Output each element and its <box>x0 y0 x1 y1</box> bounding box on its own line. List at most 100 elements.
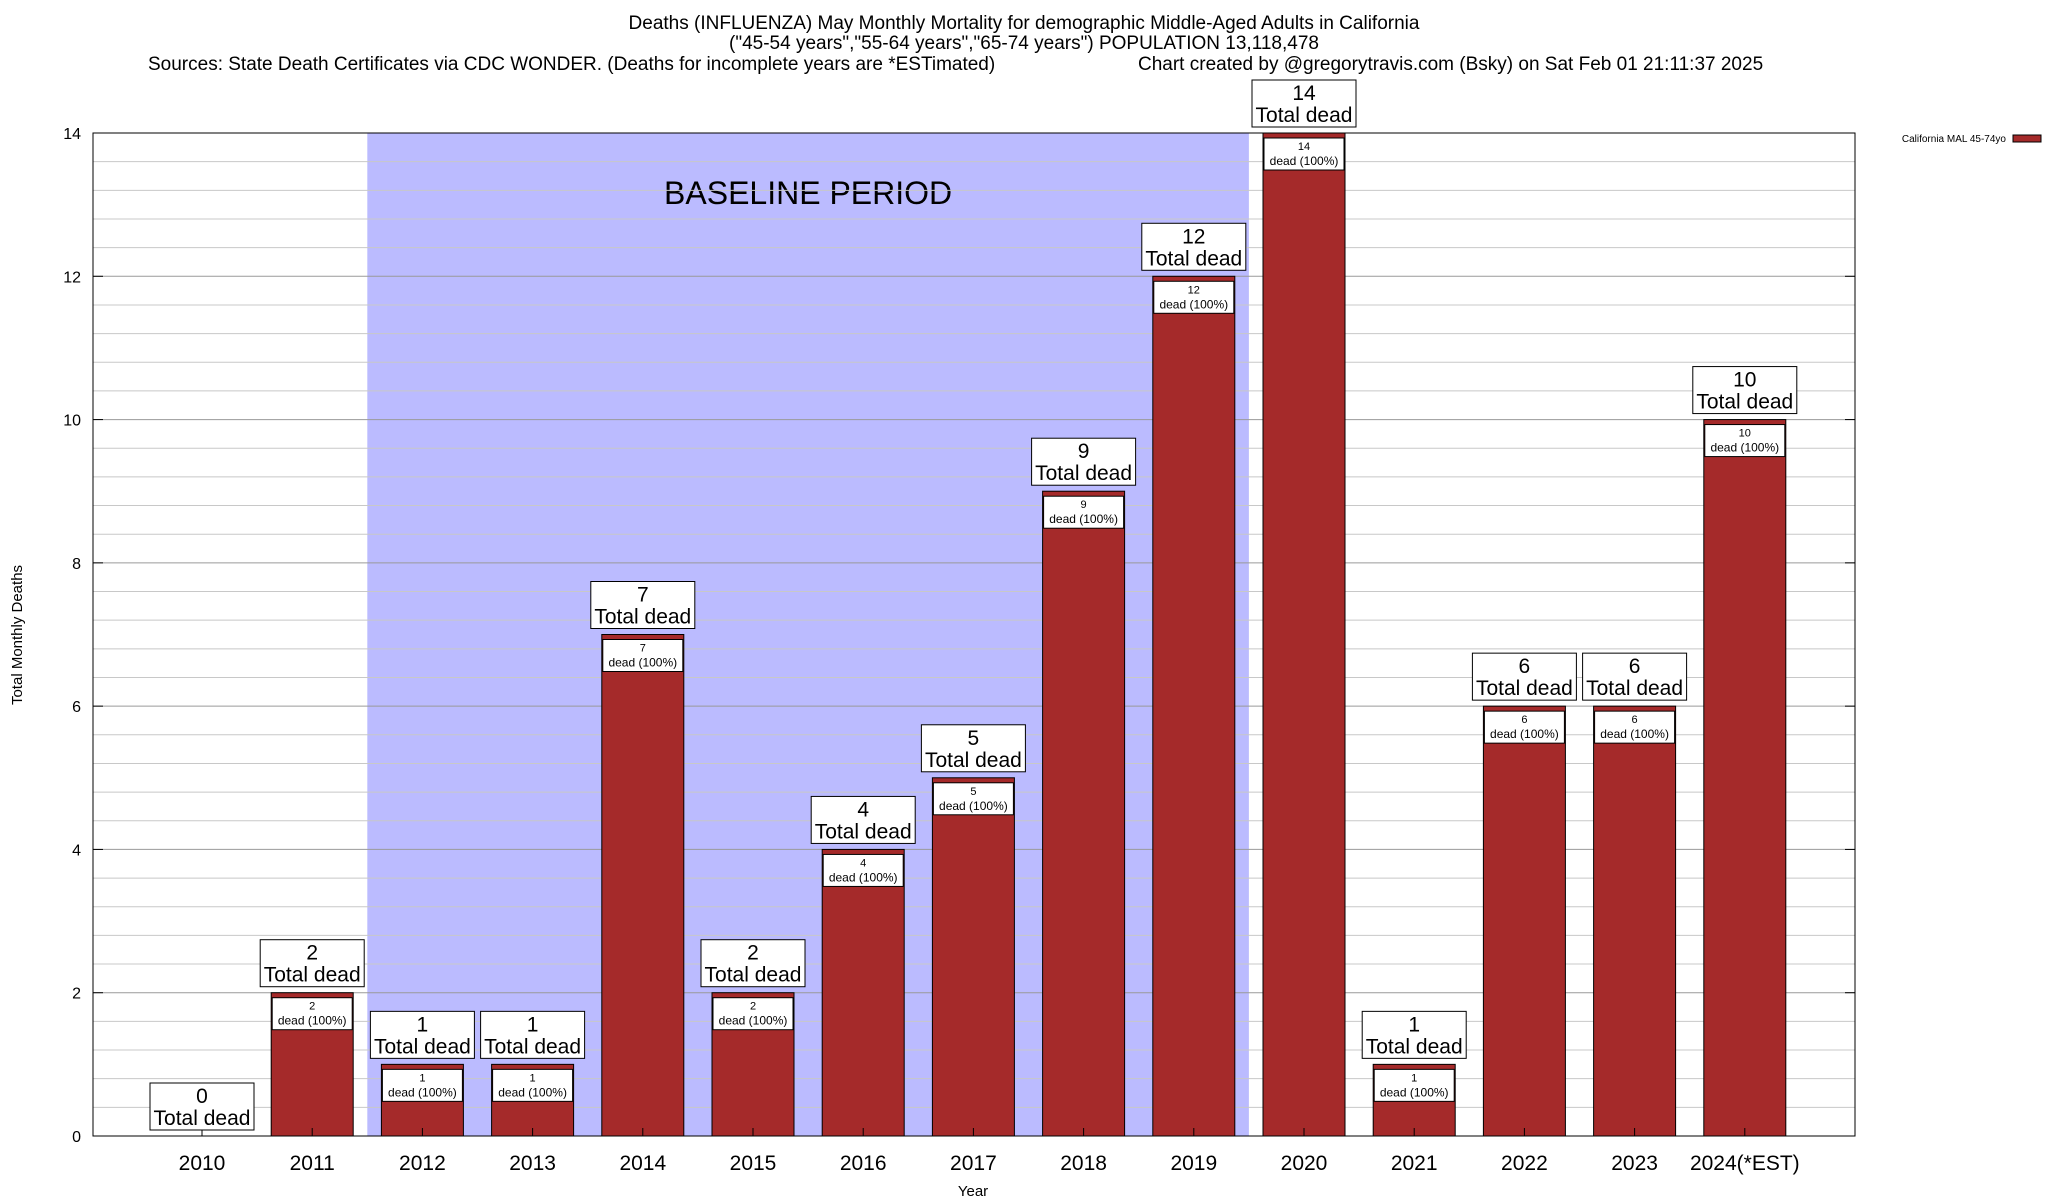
total-label-box <box>1471 652 1577 701</box>
inner-label-text: dead (100%) <box>1490 727 1559 741</box>
total-label-text: Total dead <box>815 820 912 843</box>
x-tick-label: 2014 <box>619 1152 666 1175</box>
total-label-text: Total dead <box>484 1035 581 1058</box>
bar <box>1262 132 1346 1137</box>
y-tick-label: 0 <box>72 1129 81 1146</box>
total-label-text: Total dead <box>705 964 802 987</box>
x-tick-label: 2013 <box>509 1152 556 1175</box>
x-tick-label: 2012 <box>399 1152 446 1175</box>
inner-label-value: 10 <box>1739 428 1751 440</box>
baseline-label: BASELINE PERIOD <box>664 175 952 211</box>
total-label-value: 5 <box>968 727 980 750</box>
total-label-value: 2 <box>747 942 759 965</box>
total-label-box <box>1692 366 1798 415</box>
inner-label-text: dead (100%) <box>1159 297 1228 311</box>
total-label-box <box>1031 437 1137 486</box>
total-label-text: Total dead <box>1035 462 1132 485</box>
inner-label-box <box>492 1068 574 1102</box>
inner-label-text: dead (100%) <box>1600 727 1669 741</box>
inner-label-value: 5 <box>970 786 976 798</box>
total-label-value: 14 <box>1292 82 1316 105</box>
inner-label-value: 1 <box>419 1072 425 1084</box>
total-label-box <box>480 1010 586 1059</box>
inner-label-text: dead (100%) <box>1710 441 1779 455</box>
bar <box>1593 705 1677 1137</box>
total-label-value: 1 <box>1408 1013 1420 1036</box>
chart-title: Deaths (INFLUENZA) May Monthly Mortality… <box>628 13 1420 34</box>
bar <box>931 777 1015 1137</box>
x-tick-label: 2019 <box>1170 1152 1217 1175</box>
total-label-value: 7 <box>637 584 649 607</box>
inner-label-text: dead (100%) <box>719 1014 788 1028</box>
total-label-value: 10 <box>1733 369 1756 392</box>
y-tick-label: 12 <box>63 269 81 286</box>
bar <box>1152 275 1236 1137</box>
y-tick-label: 10 <box>63 413 81 430</box>
total-label-value: 6 <box>1519 655 1531 678</box>
legend-swatch <box>2012 134 2042 143</box>
inner-label-value: 14 <box>1298 141 1310 153</box>
total-label-box <box>590 581 696 629</box>
x-tick-label: 2021 <box>1391 1152 1438 1175</box>
inner-label-box <box>1153 280 1235 314</box>
bar <box>821 848 905 1137</box>
inner-label-value: 9 <box>1081 499 1087 511</box>
legend: California MAL 45-74yo <box>1902 134 2042 145</box>
inner-label-text: dead (100%) <box>278 1014 347 1028</box>
sources-note: Sources: State Death Certificates via CD… <box>148 54 996 75</box>
total-label-value: 9 <box>1078 440 1090 463</box>
x-tick-label: 2015 <box>730 1152 777 1175</box>
total-label-box <box>369 1010 475 1059</box>
total-label-text: Total dead <box>1696 391 1793 414</box>
y-tick-label: 2 <box>72 986 81 1003</box>
y-tick-label: 8 <box>72 556 81 573</box>
total-label-box <box>810 795 916 844</box>
bar <box>1482 705 1566 1137</box>
total-label-value: 12 <box>1182 225 1205 248</box>
total-label-value: 0 <box>196 1085 208 1108</box>
inner-label-value: 7 <box>640 643 646 655</box>
total-label-box <box>1582 652 1688 701</box>
inner-label-value: 6 <box>1632 714 1638 726</box>
y-tick-label: 6 <box>72 699 81 716</box>
total-label-value: 1 <box>527 1013 539 1036</box>
x-tick-label: 2017 <box>950 1152 997 1175</box>
chart-header: Deaths (INFLUENZA) May Monthly Mortality… <box>0 0 2048 80</box>
inner-label-text: dead (100%) <box>498 1085 567 1099</box>
inner-label-box <box>932 782 1014 816</box>
legend-label: California MAL 45-74yo <box>1902 134 2007 145</box>
x-tick-label: 2022 <box>1501 1152 1548 1175</box>
inner-label-box <box>1043 495 1125 529</box>
x-tick-label: 2018 <box>1060 1152 1107 1175</box>
inner-label-text: dead (100%) <box>608 656 677 670</box>
chart-subtitle: ("45-54 years","55-64 years","65-74 year… <box>729 33 1319 54</box>
total-label-value: 6 <box>1629 655 1641 678</box>
total-label-box <box>1141 222 1247 271</box>
inner-label-value: 12 <box>1188 284 1200 296</box>
total-label-text: Total dead <box>594 606 691 629</box>
total-label-text: Total dead <box>1145 247 1242 270</box>
inner-label-box <box>1373 1068 1455 1102</box>
y-axis-label: Total Monthly Deaths <box>9 565 26 705</box>
bar <box>1703 419 1787 1137</box>
total-label-box <box>259 939 365 988</box>
inner-label-text: dead (100%) <box>1380 1085 1449 1099</box>
inner-label-value: 4 <box>860 857 866 869</box>
y-tick-label: 4 <box>72 842 81 859</box>
inner-label-box <box>1263 137 1345 171</box>
inner-label-value: 1 <box>1411 1072 1417 1084</box>
total-label-text: Total dead <box>925 749 1022 772</box>
total-label-box <box>1361 1010 1467 1059</box>
x-tick-label: 2011 <box>290 1152 335 1175</box>
inner-label-text: dead (100%) <box>388 1085 457 1099</box>
inner-label-text: dead (100%) <box>939 799 1008 813</box>
inner-label-box <box>712 997 794 1031</box>
inner-label-value: 1 <box>530 1072 536 1084</box>
total-label-value: 1 <box>417 1013 429 1036</box>
bar <box>1042 490 1126 1137</box>
inner-label-box <box>822 853 904 887</box>
total-label-text: Total dead <box>154 1107 251 1130</box>
total-label-text: Total dead <box>264 964 361 987</box>
